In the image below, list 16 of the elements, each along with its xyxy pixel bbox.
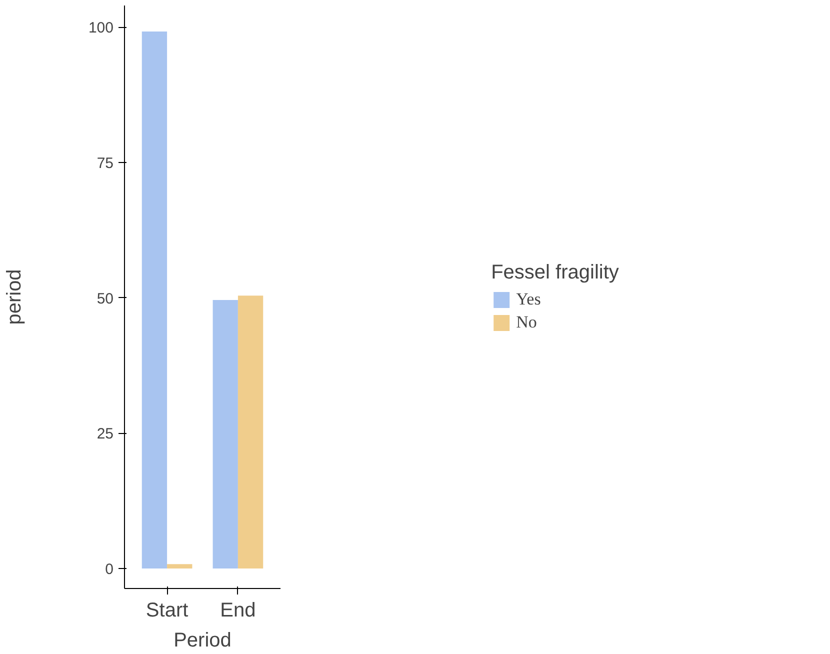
legend-label: No: [516, 312, 537, 332]
y-tick-label: 75: [96, 154, 114, 172]
y-tick-label: 100: [88, 20, 114, 37]
legend-label: Yes: [516, 289, 541, 309]
bar: [167, 564, 192, 568]
x-tick-label: Start: [146, 600, 189, 622]
bar: [142, 31, 168, 568]
y-tick-label: 50: [96, 290, 114, 308]
x-tick-label: End: [220, 600, 256, 622]
y-tick-label: 0: [105, 560, 114, 578]
legend-title: Fessel fragility: [491, 261, 619, 284]
bar: [238, 296, 264, 568]
x-axis-title: Period: [174, 630, 232, 652]
y-tick-label: 25: [96, 426, 114, 443]
bar: [212, 300, 238, 568]
y-axis-title: period: [3, 269, 26, 325]
